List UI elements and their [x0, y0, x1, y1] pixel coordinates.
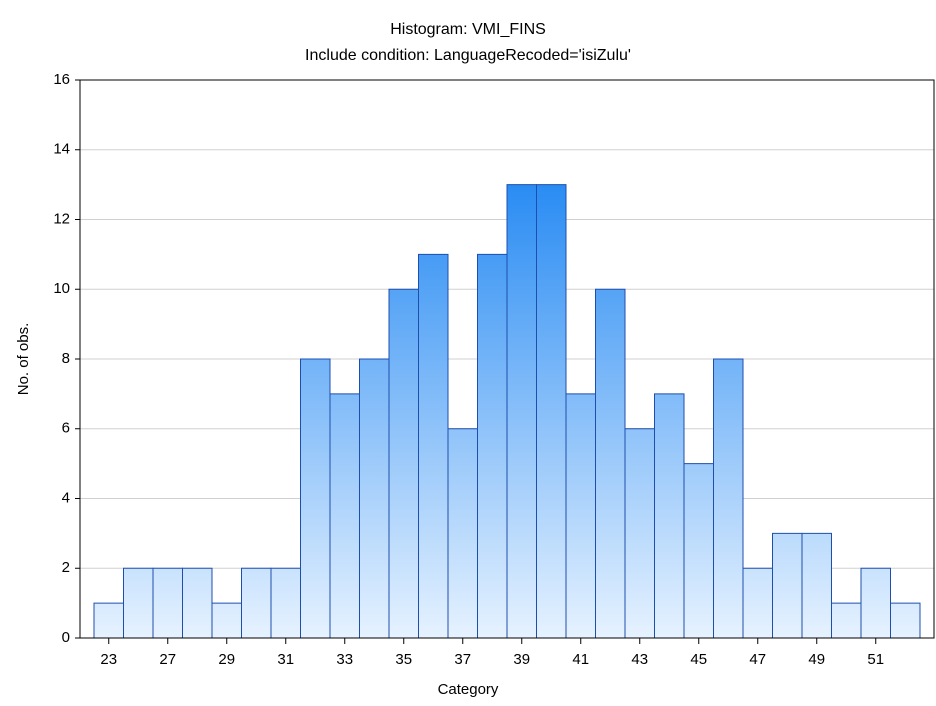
y-tick-label: 8	[62, 350, 70, 367]
bar	[772, 532, 803, 639]
bar	[624, 428, 655, 639]
bar	[683, 463, 714, 639]
plot-frame	[79, 79, 935, 639]
bar	[654, 393, 685, 639]
bar	[211, 602, 242, 639]
x-tick-label: 37	[454, 651, 471, 668]
y-tick-label: 12	[53, 210, 70, 227]
x-tick-label: 23	[100, 651, 117, 668]
bar	[506, 184, 537, 639]
y-tick-label: 14	[53, 141, 70, 158]
y-tick-label: 2	[62, 559, 70, 576]
x-tick-label: 27	[159, 651, 176, 668]
y-tick-label: 10	[53, 280, 70, 297]
bar	[860, 567, 891, 639]
bar	[359, 358, 390, 639]
y-tick-label: 16	[53, 71, 70, 88]
bar	[595, 288, 626, 639]
x-tick-label: 45	[690, 651, 707, 668]
bar	[477, 253, 508, 639]
y-axis-label: No. of obs.	[15, 323, 32, 396]
bar	[93, 602, 124, 639]
bar	[388, 288, 419, 639]
bar	[565, 393, 596, 639]
x-tick-label: 31	[277, 651, 294, 668]
y-tick-label: 0	[62, 629, 70, 646]
x-tick-label: 33	[336, 651, 353, 668]
bar	[742, 567, 773, 639]
y-tick-label: 4	[62, 489, 70, 506]
x-tick-label: 41	[572, 651, 589, 668]
bar	[182, 567, 213, 639]
y-tick-label: 6	[62, 420, 70, 437]
x-tick-label: 51	[867, 651, 884, 668]
chart-subtitle: Include condition: LanguageRecoded='isiZ…	[305, 47, 631, 64]
bar	[300, 358, 331, 639]
x-tick-label: 49	[808, 651, 825, 668]
bar	[447, 428, 478, 639]
x-tick-label: 47	[749, 651, 766, 668]
chart-title: Histogram: VMI_FINS	[390, 21, 546, 38]
bar	[270, 567, 301, 639]
bar	[536, 184, 567, 639]
bar	[418, 253, 449, 639]
bar	[713, 358, 744, 639]
bar	[329, 393, 360, 639]
x-tick-label: 29	[218, 651, 235, 668]
bar	[801, 532, 832, 639]
bar	[890, 602, 921, 639]
bar	[241, 567, 272, 639]
bar	[123, 567, 154, 639]
bar	[831, 602, 862, 639]
x-tick-label: 39	[513, 651, 530, 668]
x-tick-label: 43	[631, 651, 648, 668]
x-axis-label: Category	[438, 681, 499, 698]
bar	[152, 567, 183, 639]
x-tick-label: 35	[395, 651, 412, 668]
